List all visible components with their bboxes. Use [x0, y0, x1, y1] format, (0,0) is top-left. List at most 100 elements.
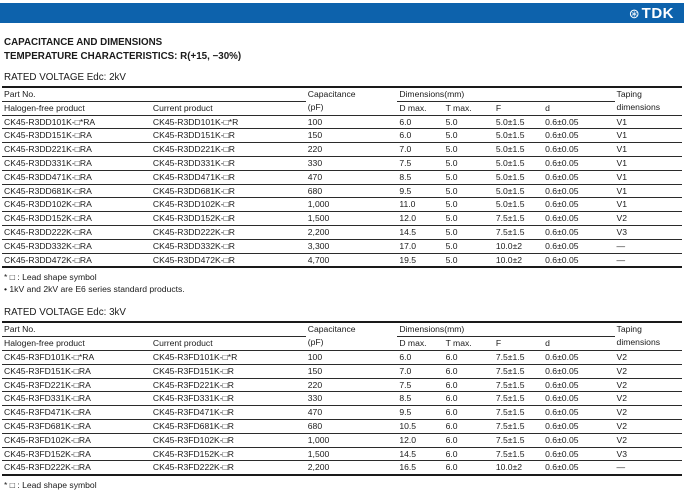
section-title-2kv: RATED VOLTAGE Edc: 2kV — [4, 72, 126, 83]
col-header-current: Current product — [150, 336, 306, 351]
cell-halogen-free-product: CK45-R3FD681K-□RA — [2, 419, 151, 434]
table-row: CK45-R3DD152K-□RA CK45-R3DD152K-□R 1,500 12… — [2, 211, 682, 226]
cell-t-max: 5.0 — [443, 253, 494, 268]
cell-taping-dimensions: V1 — [614, 142, 682, 157]
col-header-taping-line2: dimensions — [616, 337, 661, 348]
cell-f: 5.0±1.5 — [493, 142, 544, 157]
brand-bar: ⊛ TDK — [0, 3, 684, 23]
cell-t-max: 5.0 — [443, 156, 494, 171]
cell-f: 5.0±1.5 — [493, 115, 544, 130]
col-header-dimensions: Dimensions(mm) — [397, 322, 615, 338]
col-header-taping-line1: Taping — [616, 89, 642, 99]
cell-halogen-free-product: CK45-R3FD152K-□RA — [2, 447, 151, 462]
cell-capacitance: 3,300 — [305, 239, 398, 254]
spec-table-2kv-body: CK45-R3DD101K-□*RA CK45-R3DD101K-□*R 100 6.… — [2, 115, 682, 268]
cell-current-product: CK45-R3DD471K-□R — [150, 170, 306, 185]
table-row: CK45-R3FD102K-□RA CK45-R3FD102K-□R 1,000 12… — [2, 433, 682, 448]
cell-t-max: 6.0 — [443, 378, 494, 393]
cell-halogen-free-product: CK45-R3DD151K-□RA — [2, 128, 151, 144]
col-header-d-max: D max. — [397, 336, 444, 351]
cell-capacitance: 150 — [305, 364, 398, 379]
cell-capacitance: 1,000 — [305, 197, 398, 213]
cell-capacitance: 150 — [305, 128, 398, 144]
header-row-groups: Part No. Capacitance (pF) Dimensions(mm)… — [2, 87, 682, 116]
cell-halogen-free-product: CK45-R3FD471K-□RA — [2, 405, 151, 420]
cell-d-max: 6.0 — [397, 350, 444, 365]
cell-t-max: 6.0 — [443, 391, 494, 407]
cell-taping-dimensions: V1 — [614, 197, 682, 213]
cell-capacitance: 680 — [305, 184, 398, 199]
col-header-t-max: T max. — [443, 336, 494, 351]
cell-f: 7.5±1.5 — [493, 405, 544, 420]
cell-d: 0.6±0.05 — [543, 460, 615, 476]
cell-t-max: 5.0 — [443, 184, 494, 199]
tdk-mark-icon: ⊛ — [628, 5, 640, 21]
cell-capacitance: 1,500 — [305, 447, 398, 462]
spec-table-3kv-body: CK45-R3FD101K-□*RA CK45-R3FD101K-□*R 100 6.… — [2, 350, 682, 476]
header-row-columns: Halogen-free product Current product D m… — [2, 336, 682, 351]
cell-capacitance: 330 — [305, 391, 398, 407]
cell-halogen-free-product: CK45-R3FD331K-□RA — [2, 391, 151, 407]
cell-halogen-free-product: CK45-R3FD102K-□RA — [2, 433, 151, 448]
col-header-halogen-free: Halogen-free product — [2, 101, 151, 116]
cell-d: 0.6±0.05 — [543, 405, 615, 420]
cell-t-max: 5.0 — [443, 115, 494, 130]
cell-d-max: 9.5 — [397, 184, 444, 199]
table-row: CK45-R3FD152K-□RA CK45-R3FD152K-□R 1,500 14… — [2, 447, 682, 462]
cell-current-product: CK45-R3DD472K-□R — [150, 253, 306, 268]
cell-halogen-free-product: CK45-R3DD152K-□RA — [2, 211, 151, 226]
cell-capacitance: 2,200 — [305, 225, 398, 240]
cell-current-product: CK45-R3DD152K-□R — [150, 211, 306, 226]
cell-capacitance: 470 — [305, 405, 398, 420]
cell-d: 0.6±0.05 — [543, 364, 615, 379]
table-row: CK45-R3FD471K-□RA CK45-R3FD471K-□R 470 9.5 6… — [2, 405, 682, 420]
title-capacitance-and-dimensions: CAPACITANCE AND DIMENSIONS — [4, 37, 163, 48]
cell-f: 7.5±1.5 — [493, 433, 544, 448]
col-header-capacitance: Capacitance (pF) — [305, 87, 398, 116]
cell-d: 0.6±0.05 — [543, 184, 615, 199]
cell-taping-dimensions: V2 — [614, 405, 682, 420]
cell-taping-dimensions: V2 — [614, 433, 682, 448]
table-row: CK45-R3DD151K-□RA CK45-R3DD151K-□R 150 6.0 5… — [2, 128, 682, 144]
cell-d: 0.6±0.05 — [543, 170, 615, 185]
col-header-current: Current product — [150, 101, 306, 116]
cell-d: 0.6±0.05 — [543, 211, 615, 226]
cell-d-max: 8.5 — [397, 170, 444, 185]
table-row: CK45-R3DD332K-□RA CK45-R3DD332K-□R 3,300 17… — [2, 239, 682, 254]
cell-taping-dimensions: V1 — [614, 184, 682, 199]
cell-capacitance: 220 — [305, 378, 398, 393]
cell-taping-dimensions: — — [614, 460, 682, 476]
cell-capacitance: 4,700 — [305, 253, 398, 268]
cell-f: 7.5±1.5 — [493, 225, 544, 240]
cell-f: 10.0±2 — [493, 253, 544, 268]
table-row: CK45-R3DD221K-□RA CK45-R3DD221K-□R 220 7.0 5… — [2, 142, 682, 157]
cell-current-product: CK45-R3FD102K-□R — [150, 433, 306, 448]
col-header-d: d — [543, 101, 615, 116]
cell-halogen-free-product: CK45-R3DD681K-□RA — [2, 184, 151, 199]
cell-taping-dimensions: V1 — [614, 170, 682, 185]
col-header-d: d — [543, 336, 615, 351]
cell-d: 0.6±0.05 — [543, 433, 615, 448]
tdk-logo-text: TDK — [641, 4, 674, 22]
cell-t-max: 5.0 — [443, 211, 494, 226]
cell-d: 0.6±0.05 — [543, 350, 615, 365]
table-row: CK45-R3DD681K-□RA CK45-R3DD681K-□R 680 9.5 5… — [2, 184, 682, 199]
cell-halogen-free-product: CK45-R3DD331K-□RA — [2, 156, 151, 171]
cell-halogen-free-product: CK45-R3FD151K-□RA — [2, 364, 151, 379]
note-e6-series: • 1kV and 2kV are E6 series standard pro… — [4, 284, 185, 295]
spec-table-2kv-header: Part No. Capacitance (pF) Dimensions(mm)… — [2, 87, 682, 116]
table-row: CK45-R3DD331K-□RA CK45-R3DD331K-□R 330 7.5 5… — [2, 156, 682, 171]
cell-f: 7.5±1.5 — [493, 391, 544, 407]
cell-taping-dimensions: V1 — [614, 128, 682, 144]
cell-current-product: CK45-R3FD222K-□R — [150, 460, 306, 476]
cell-taping-dimensions: V2 — [614, 211, 682, 226]
cell-capacitance: 470 — [305, 170, 398, 185]
cell-d-max: 14.5 — [397, 225, 444, 240]
cell-t-max: 6.0 — [443, 433, 494, 448]
cell-current-product: CK45-R3DD151K-□R — [150, 128, 306, 144]
cell-f: 5.0±1.5 — [493, 184, 544, 199]
note-lead-shape-symbol: * □ : Lead shape symbol — [4, 272, 97, 283]
cell-taping-dimensions: V2 — [614, 378, 682, 393]
table-row: CK45-R3FD221K-□RA CK45-R3FD221K-□R 220 7.5 6… — [2, 378, 682, 393]
col-header-d-max: D max. — [397, 101, 444, 116]
